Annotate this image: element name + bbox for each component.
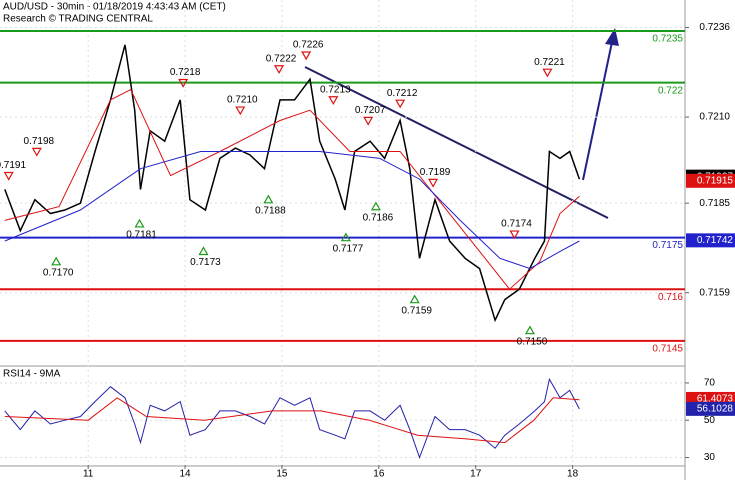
high-marker xyxy=(328,96,339,105)
level-label: 0.7235 xyxy=(652,34,683,45)
pivot-label: 0.7210 xyxy=(227,95,258,106)
forecast-arrow xyxy=(582,41,613,181)
pivot-label: 0.7213 xyxy=(320,84,351,95)
high-marker xyxy=(235,106,246,116)
high-marker xyxy=(542,68,553,78)
pivot-label: 0.7170 xyxy=(43,267,74,278)
price-tag xyxy=(686,173,735,188)
chart-subtitle: Research © TRADING CENTRAL xyxy=(3,14,153,25)
high-marker xyxy=(31,147,42,157)
price-tag-label: 56.1028 xyxy=(697,403,734,414)
pivot-label: 0.7173 xyxy=(190,257,221,268)
pivot-label: 0.7191 xyxy=(0,160,26,171)
y-tick-label: 0.7185 xyxy=(699,198,730,209)
price-tag xyxy=(686,233,735,248)
x-tick-label: 15 xyxy=(276,469,288,480)
y-tick-label: 0.7236 xyxy=(699,22,730,33)
pivot-label: 0.7218 xyxy=(170,67,201,78)
pivot-label: 0.7226 xyxy=(293,40,324,51)
chart-title: AUD/USD - 30min - 01/18/2019 4:43:43 AM … xyxy=(3,2,226,13)
level-label: 0.7175 xyxy=(652,240,683,251)
pivot-label: 0.7186 xyxy=(363,212,394,223)
high-marker xyxy=(3,171,14,181)
arrow-head xyxy=(605,28,619,46)
y-tick-label: 0.7210 xyxy=(699,112,730,123)
x-tick-label: 14 xyxy=(179,469,191,480)
rsi-line xyxy=(4,377,580,459)
low-marker xyxy=(198,246,209,256)
y-tick-label: 70 xyxy=(704,378,716,389)
low-marker xyxy=(340,232,351,242)
rsi-title: RSI14 - 9MA xyxy=(3,369,61,380)
pivot-label: 0.7150 xyxy=(517,336,548,347)
pivot-label: 0.7189 xyxy=(420,167,451,178)
pivot-label: 0.7188 xyxy=(255,205,286,216)
x-tick-label: 18 xyxy=(567,469,579,480)
low-marker xyxy=(370,201,381,211)
high-marker xyxy=(178,78,189,88)
pivot-label: 0.7207 xyxy=(355,105,386,116)
pivot-label: 0.7198 xyxy=(24,136,55,147)
pivot-label: 0.7181 xyxy=(126,230,157,241)
trend-line xyxy=(304,66,609,219)
low-marker xyxy=(409,294,420,304)
moving-average xyxy=(4,151,580,270)
low-marker xyxy=(263,194,274,204)
level-label: 0.722 xyxy=(658,85,683,96)
y-tick-label: 50 xyxy=(704,415,716,426)
y-tick-label: 0.7159 xyxy=(699,287,730,298)
price-tag xyxy=(686,401,735,416)
low-marker xyxy=(524,325,536,335)
high-marker xyxy=(274,65,285,74)
pivot-label: 0.7212 xyxy=(387,88,418,99)
rsi-line xyxy=(4,397,580,444)
high-marker xyxy=(363,116,374,126)
low-marker xyxy=(51,256,62,266)
pivot-label: 0.7174 xyxy=(501,219,532,230)
high-marker xyxy=(509,230,520,240)
x-tick-label: 16 xyxy=(373,469,385,480)
price-tag-label: 0.71915 xyxy=(697,175,734,186)
price-line xyxy=(4,44,581,323)
level-label: 0.716 xyxy=(658,292,683,303)
x-tick-label: 11 xyxy=(83,469,94,480)
pivot-label: 0.7221 xyxy=(534,57,565,68)
high-marker xyxy=(395,99,406,109)
price-tag-label: 61.4073 xyxy=(697,394,734,405)
y-tick-label: 30 xyxy=(704,452,716,463)
level-label: 0.7145 xyxy=(652,344,683,355)
pivot-label: 0.7222 xyxy=(266,53,297,64)
x-tick-label: 17 xyxy=(470,469,482,480)
low-marker xyxy=(134,218,145,228)
pivot-label: 0.7159 xyxy=(401,305,432,316)
price-tag-label: 0.71742 xyxy=(697,235,734,246)
pivot-label: 0.7177 xyxy=(333,243,364,254)
high-marker xyxy=(301,51,312,61)
high-marker xyxy=(428,178,439,188)
moving-average xyxy=(4,88,580,290)
